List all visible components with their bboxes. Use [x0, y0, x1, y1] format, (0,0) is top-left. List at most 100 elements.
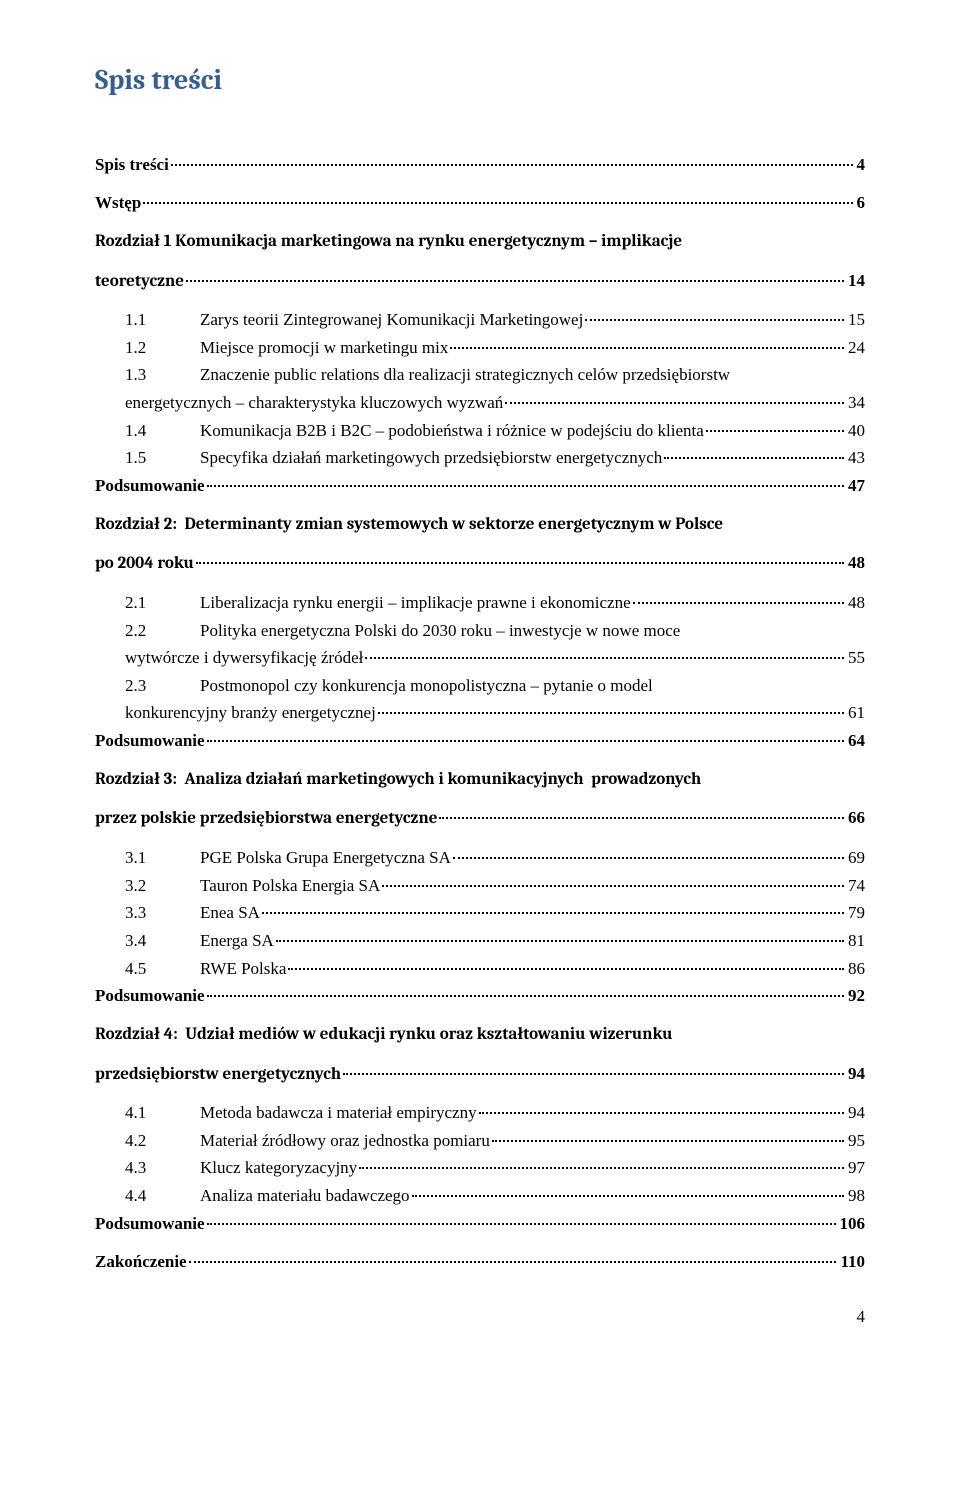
- toc-page: 81: [846, 929, 865, 954]
- toc-leader-dots: [378, 712, 844, 714]
- toc-entry-sub: 4.5RWE Polska 86: [95, 957, 865, 982]
- toc-page: 64: [846, 729, 865, 754]
- toc-label: 3.1PGE Polska Grupa Energetyczna SA: [125, 846, 451, 871]
- toc-entry-bold: teoretyczne14: [95, 269, 865, 295]
- toc-leader-dots: [196, 562, 844, 564]
- toc-entry-sub: 1.3Znaczenie public relations dla realiz…: [95, 363, 865, 388]
- toc-label: 3.3Enea SA: [125, 901, 260, 926]
- toc-leader-dots: [453, 857, 844, 859]
- toc-entry-sub: 2.1Liberalizacja rynku energii – implika…: [95, 591, 865, 616]
- toc-label: 1.5Specyfika działań marketingowych prze…: [125, 446, 662, 471]
- toc-entry-bold: po 2004 roku48: [95, 551, 865, 577]
- toc-entry-sub: 4.4Analiza materiału badawczego 98: [95, 1184, 865, 1209]
- toc-leader-dots: [207, 995, 844, 997]
- toc-label: energetycznych – charakterystyka kluczow…: [125, 391, 503, 416]
- toc-entry-bold: Podsumowanie 92: [95, 984, 865, 1009]
- toc-entry-sub: 3.4Energa SA 81: [95, 929, 865, 954]
- toc-page: 97: [846, 1156, 865, 1181]
- toc-entry-bold: przez polskie przedsiębiorstwa energetyc…: [95, 806, 865, 832]
- toc-page: 94: [846, 1101, 865, 1126]
- toc-label: Rozdział 1 Komunikacja marketingowa na r…: [95, 230, 682, 255]
- toc-title: Spis treści: [95, 60, 865, 101]
- toc-leader-dots: [262, 912, 844, 914]
- toc-leader-dots: [664, 457, 844, 459]
- toc-entry-bold: Podsumowanie 106: [95, 1212, 865, 1237]
- toc-entry-bold: Zakończenie 110: [95, 1250, 865, 1275]
- toc-entry-sub: 2.3Postmonopol czy konkurencja monopolis…: [95, 674, 865, 699]
- toc-label: 1.1Zarys teorii Zintegrowanej Komunikacj…: [125, 308, 583, 333]
- toc-page: 40: [846, 419, 865, 444]
- toc-page: 110: [838, 1250, 865, 1275]
- toc-page: 55: [846, 646, 865, 671]
- toc-entry-bold: Wstęp 6: [95, 191, 865, 216]
- toc-page: 47: [846, 474, 865, 499]
- toc-page: 79: [846, 901, 865, 926]
- toc-label: 4.4Analiza materiału badawczego: [125, 1184, 410, 1209]
- toc-label: 1.4Komunikacja B2B i B2C – podobieństwa …: [125, 419, 704, 444]
- toc-label: Podsumowanie: [95, 1212, 205, 1237]
- toc-entry-bold: przedsiębiorstw energetycznych94: [95, 1062, 865, 1088]
- toc-page: 14: [846, 269, 865, 294]
- toc-label: Spis treści: [95, 153, 169, 178]
- toc-entry-bold: Spis treści 4: [95, 153, 865, 178]
- toc-label: 4.3Klucz kategoryzacyjny: [125, 1156, 357, 1181]
- toc-leader-dots: [276, 940, 844, 942]
- toc-entry-bold: Podsumowanie47: [95, 474, 865, 499]
- toc-entry-sub: 1.2Miejsce promocji w marketingu mix24: [95, 336, 865, 361]
- toc-label: Wstęp: [95, 191, 141, 216]
- toc-label: 1.3Znaczenie public relations dla realiz…: [125, 363, 730, 388]
- toc-entry-sub: 3.1PGE Polska Grupa Energetyczna SA 69: [95, 846, 865, 871]
- toc-leader-dots: [343, 1073, 844, 1075]
- toc-page: 48: [846, 591, 865, 616]
- toc-entry-sub: wytwórcze i dywersyfikację źródeł55: [95, 646, 865, 671]
- toc-page: 4: [855, 153, 866, 178]
- toc-entry-sub: energetycznych – charakterystyka kluczow…: [95, 391, 865, 416]
- toc-label: 4.1Metoda badawcza i materiał empiryczny: [125, 1101, 477, 1126]
- toc-label: Podsumowanie: [95, 984, 205, 1009]
- toc-entry-bold: Rozdział 3: Analiza działań marketingowy…: [95, 768, 865, 793]
- toc-label: Podsumowanie: [95, 729, 205, 754]
- toc-leader-dots: [171, 164, 853, 166]
- toc-page: 15: [846, 308, 865, 333]
- toc-entry-sub: 4.2Materiał źródłowy oraz jednostka pomi…: [95, 1129, 865, 1154]
- toc-page: 69: [846, 846, 865, 871]
- toc-leader-dots: [706, 430, 844, 432]
- toc-label: 3.4Energa SA: [125, 929, 274, 954]
- toc-entry-sub: 2.2Polityka energetyczna Polski do 2030 …: [95, 619, 865, 644]
- toc-page: 34: [846, 391, 865, 416]
- toc-label: Rozdział 2: Determinanty zmian systemowy…: [95, 513, 723, 538]
- toc-page: 98: [846, 1184, 865, 1209]
- toc-entry-bold: Rozdział 1 Komunikacja marketingowa na r…: [95, 230, 865, 255]
- toc-page: 6: [855, 191, 866, 216]
- toc-leader-dots: [382, 885, 844, 887]
- toc-leader-dots: [633, 602, 844, 604]
- toc-page: 92: [846, 984, 865, 1009]
- toc-leader-dots: [288, 968, 844, 970]
- toc-page: 74: [846, 874, 865, 899]
- toc-leader-dots: [143, 202, 852, 204]
- page-number: 4: [95, 1305, 865, 1330]
- toc-page: 106: [838, 1212, 866, 1237]
- toc-entry-bold: Rozdział 2: Determinanty zmian systemowy…: [95, 513, 865, 538]
- toc-page: 43: [846, 446, 865, 471]
- toc-page: 95: [846, 1129, 865, 1154]
- toc-leader-dots: [412, 1195, 844, 1197]
- toc-leader-dots: [207, 1223, 836, 1225]
- toc-entry-sub: 1.1Zarys teorii Zintegrowanej Komunikacj…: [95, 308, 865, 333]
- toc-entry-sub: 3.3Enea SA 79: [95, 901, 865, 926]
- toc-label: 2.1Liberalizacja rynku energii – implika…: [125, 591, 631, 616]
- toc-label: 4.2Materiał źródłowy oraz jednostka pomi…: [125, 1129, 490, 1154]
- toc-label: 2.3Postmonopol czy konkurencja monopolis…: [125, 674, 653, 699]
- toc-label: Zakończenie: [95, 1250, 187, 1275]
- toc-page: 66: [846, 806, 865, 831]
- toc-label: 4.5RWE Polska: [125, 957, 286, 982]
- toc-leader-dots: [365, 657, 844, 659]
- toc-leader-dots: [439, 817, 844, 819]
- toc-leader-dots: [492, 1140, 844, 1142]
- toc-page: 24: [846, 336, 865, 361]
- toc-page: 86: [846, 957, 865, 982]
- toc-leader-dots: [207, 740, 844, 742]
- toc-leader-dots: [505, 402, 844, 404]
- toc-label: 2.2Polityka energetyczna Polski do 2030 …: [125, 619, 680, 644]
- toc-leader-dots: [359, 1167, 844, 1169]
